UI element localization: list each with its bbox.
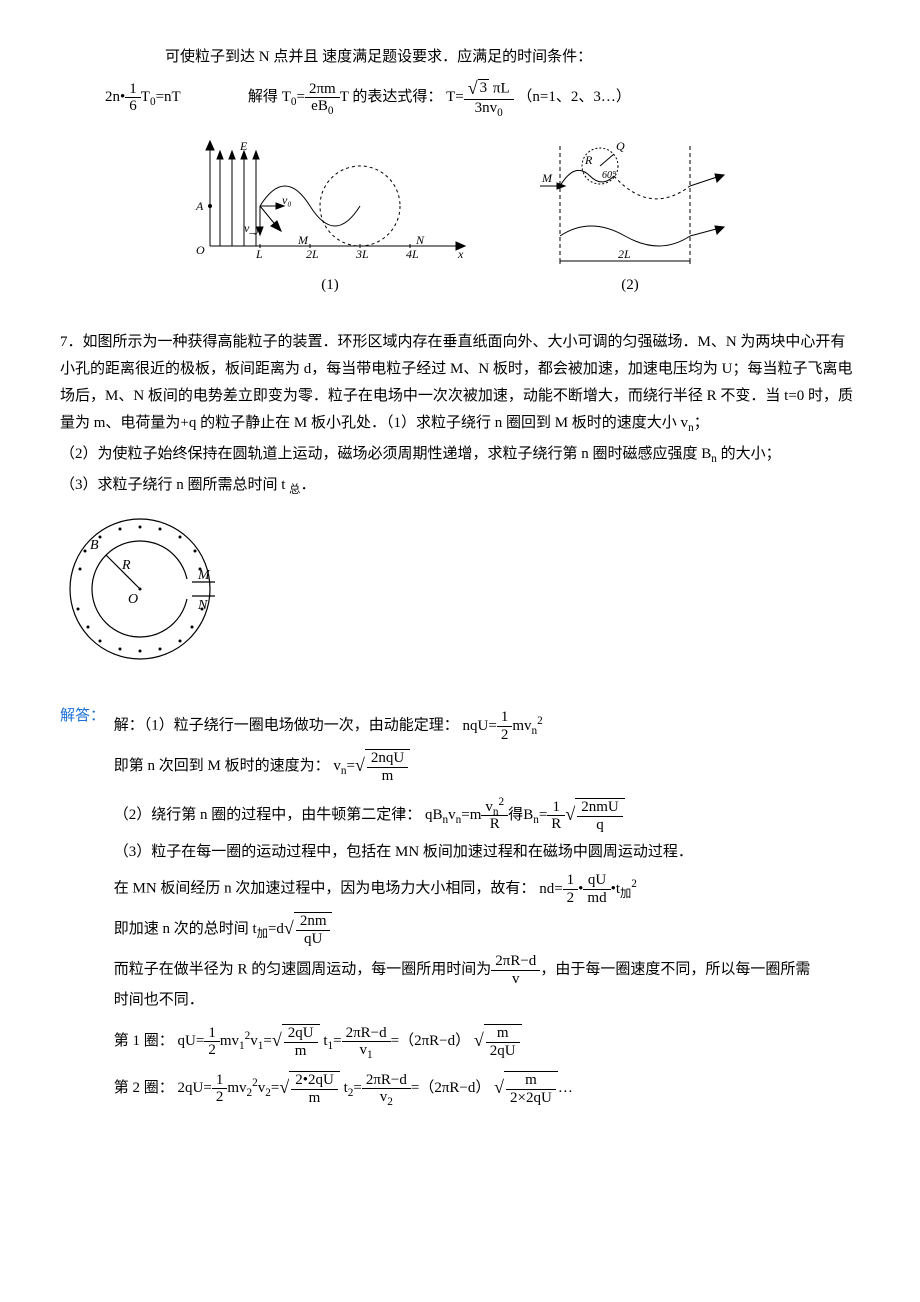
svg-text:A: A — [195, 199, 204, 213]
problem-7-body: 7．如图所示为一种获得高能粒子的装置．环形区域内存在垂直纸面向外、大小可调的匀强… — [60, 329, 860, 437]
answer-step-5: 在 MN 板间经历 n 次加速过程中，因为电场力大小相同，故有： nd=12•q… — [114, 872, 814, 906]
answer-step-7: 而粒子在做半径为 R 的匀速圆周运动，每一圈所用时间为2πR−dv，由于每一圈速… — [114, 953, 814, 1014]
svg-text:R: R — [121, 558, 131, 573]
svg-text:v_y: v_y — [244, 221, 261, 235]
answer-step-3: （2）绕行第 n 圈的过程中，由牛顿第二定律： qBnvn=mvn2R得Bn=1… — [114, 798, 814, 833]
svg-text:N: N — [415, 233, 425, 247]
svg-text:E: E — [239, 139, 248, 153]
answer-label: 解答： — [60, 703, 110, 730]
figure-2-caption: (2) — [530, 272, 730, 299]
svg-text:2L: 2L — [306, 247, 319, 261]
svg-text:Q: Q — [616, 139, 625, 153]
problem-7-part2: （2）为使粒子始终保持在圆轨道上运动，磁场必须周期性递增，求粒子绕行第 n 圈时… — [60, 441, 860, 468]
answer-step-9: 第 2 圈： 2qU=12mv22v2=√2•2qUm t2=2πR−dv2=（… — [114, 1071, 814, 1106]
figure-2: Q R 60° M 2L (2) — [530, 136, 730, 299]
answer-step-4: （3）粒子在每一圈的运动过程中，包括在 MN 板间加速过程和在磁场中圆周运动过程… — [114, 839, 814, 866]
intro-line: 可使粒子到达 N 点并且 速度满足题设要求．应满足的时间条件： — [60, 44, 860, 71]
figure-row: E A O v₀ v_y L 2L 3L 4L N x M (1) — [60, 136, 860, 299]
svg-text:B: B — [90, 538, 99, 553]
problem-7-part3: （3）求粒子绕行 n 圈所需总时间 t 总． — [60, 472, 860, 499]
svg-text:L: L — [255, 247, 263, 261]
svg-text:4L: 4L — [406, 247, 419, 261]
svg-text:M: M — [197, 568, 211, 583]
svg-text:60°: 60° — [602, 170, 616, 181]
answer-step-1: 解：（1）粒子绕行一圈电场做功一次，由动能定理： nqU=12mvn2 — [114, 709, 814, 743]
answer-block: 解答： 解：（1）粒子绕行一圈电场做功一次，由动能定理： nqU=12mvn2 … — [60, 703, 860, 1112]
figure-1-caption: (1) — [190, 272, 470, 299]
svg-text:O: O — [128, 592, 138, 607]
circuit-figure: R O M N B — [60, 509, 860, 679]
figure-1: E A O v₀ v_y L 2L 3L 4L N x M (1) — [190, 136, 470, 299]
svg-text:x: x — [457, 247, 464, 261]
svg-text:R: R — [584, 153, 593, 167]
svg-text:M: M — [297, 233, 309, 247]
svg-text:N: N — [197, 598, 208, 613]
svg-text:3L: 3L — [355, 247, 369, 261]
svg-text:M: M — [541, 171, 553, 185]
svg-text:O: O — [196, 243, 205, 257]
svg-text:v₀: v₀ — [282, 193, 292, 207]
answer-step-2: 即第 n 次回到 M 板时的速度为： vn=√2nqUm — [114, 749, 814, 784]
answer-step-6: 即加速 n 次的总时间 t加=d√2nmqU — [114, 912, 814, 947]
formula-row-1: 2n•16T0=nT 解得 T0=2πmeB0T 的表达式得： T=√3 πL3… — [60, 79, 860, 116]
svg-text:2L: 2L — [618, 247, 631, 261]
answer-step-8: 第 1 圈： qU=12mv12v1=√2qUm t1=2πR−dv1=（2πR… — [114, 1024, 814, 1059]
